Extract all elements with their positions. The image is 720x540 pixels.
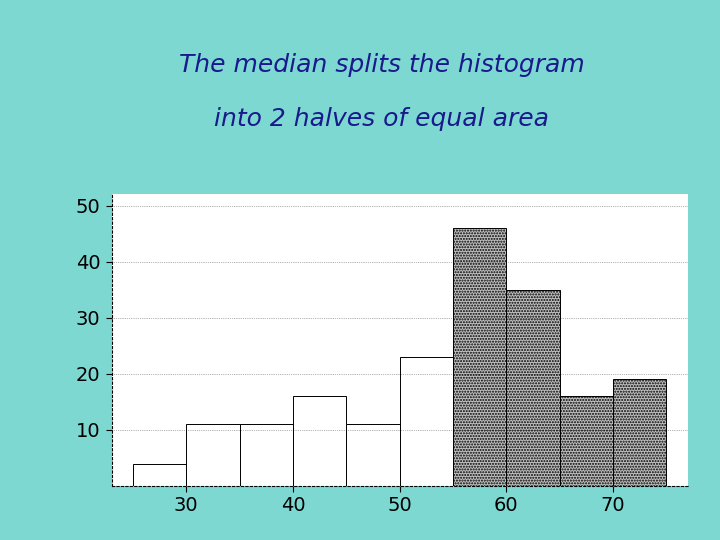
Bar [559,396,613,486]
Bar [133,463,186,486]
Bar [346,424,400,486]
Text: into 2 halves of equal area: into 2 halves of equal area [214,107,549,131]
Bar [240,424,293,486]
Text: The median splits the histogram: The median splits the histogram [179,53,585,77]
Bar [453,228,506,486]
Bar [293,396,346,486]
Bar [613,380,666,486]
Bar [186,424,240,486]
Bar [400,357,453,486]
Bar [506,290,559,486]
